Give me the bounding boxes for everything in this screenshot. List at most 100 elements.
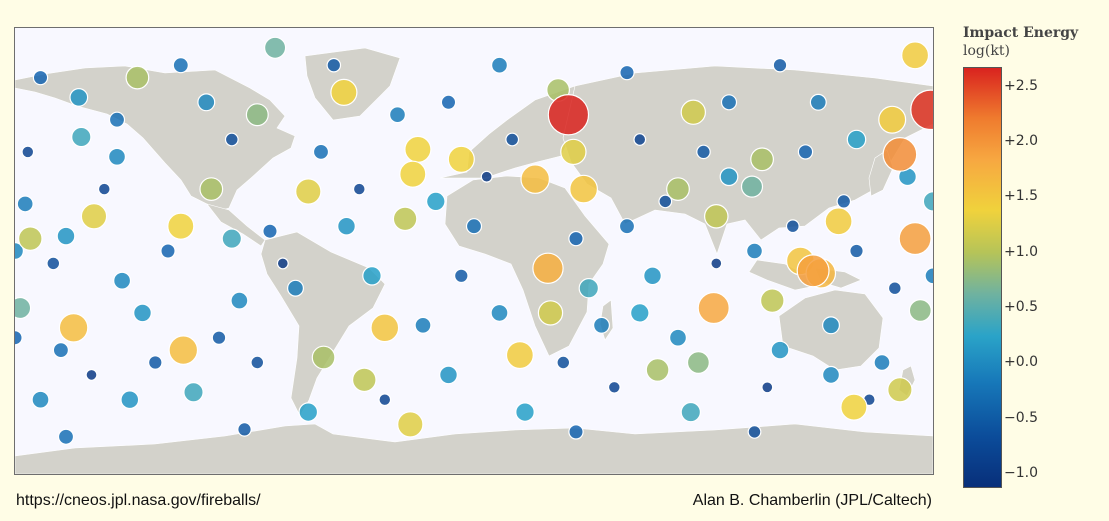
fireball-marker[interactable] [224, 132, 239, 147]
fireball-marker[interactable] [809, 93, 827, 111]
fireball-marker[interactable] [16, 195, 34, 213]
fireball-marker[interactable] [330, 78, 358, 107]
fireball-marker[interactable] [440, 94, 457, 111]
fireball-marker[interactable] [351, 367, 377, 393]
fireball-marker[interactable] [747, 425, 762, 439]
fireball-marker[interactable] [710, 257, 723, 270]
fireball-marker[interactable] [404, 135, 432, 164]
fireball-marker[interactable] [172, 57, 189, 74]
fireball-marker[interactable] [821, 365, 840, 384]
fireball-marker[interactable] [230, 291, 249, 310]
fireball-marker[interactable] [908, 299, 932, 323]
fireball-marker[interactable] [183, 382, 204, 403]
fireball-marker[interactable] [80, 203, 108, 230]
fireball-marker[interactable] [113, 271, 132, 290]
fireball-marker[interactable] [326, 57, 342, 73]
fireball-marker[interactable] [873, 354, 891, 372]
fireball-marker[interactable] [560, 138, 587, 166]
fireball-marker[interactable] [221, 228, 242, 249]
fireball-marker[interactable] [924, 267, 933, 285]
fireball-marker[interactable] [311, 345, 336, 370]
fireball-marker[interactable] [453, 268, 469, 284]
fireball-marker[interactable] [547, 93, 590, 136]
fireball-marker[interactable] [750, 147, 774, 172]
fireball-marker[interactable] [312, 143, 330, 161]
fireball-marker[interactable] [245, 103, 269, 127]
fireball-marker[interactable] [490, 303, 509, 322]
fireball-marker[interactable] [120, 390, 140, 410]
fireball-marker[interactable] [125, 65, 150, 90]
fireball-marker[interactable] [491, 56, 509, 74]
fireball-marker[interactable] [447, 145, 475, 173]
fireball-marker[interactable] [107, 147, 126, 166]
fireball-marker[interactable] [696, 144, 711, 160]
fireball-marker[interactable] [168, 335, 199, 365]
fireball-marker[interactable] [505, 341, 534, 370]
fireball-marker[interactable] [515, 402, 535, 422]
fireball-marker[interactable] [32, 69, 49, 86]
fireball-marker[interactable] [922, 191, 933, 212]
fireball-marker[interactable] [298, 402, 319, 422]
fireball-marker[interactable] [148, 355, 163, 370]
fireball-marker[interactable] [910, 89, 933, 131]
fireball-marker[interactable] [697, 291, 730, 325]
fireball-marker[interactable] [69, 88, 89, 107]
fireball-marker[interactable] [740, 175, 764, 198]
fireball-marker[interactable] [250, 355, 265, 370]
fireball-marker[interactable] [578, 278, 600, 299]
fireball-marker[interactable] [362, 266, 382, 286]
fireball-marker[interactable] [199, 177, 224, 202]
fireball-marker[interactable] [568, 230, 584, 247]
fireball-marker[interactable] [680, 401, 702, 423]
fireball-marker[interactable] [887, 377, 913, 403]
fireball-marker[interactable] [439, 365, 458, 385]
fireball-marker[interactable] [399, 160, 427, 188]
fireball-marker[interactable] [629, 303, 650, 323]
fireball-marker[interactable] [658, 194, 673, 209]
fireball-marker[interactable] [295, 178, 322, 205]
fireball-marker[interactable] [425, 191, 446, 212]
fireball-marker[interactable] [211, 330, 227, 345]
fireball-marker[interactable] [520, 164, 550, 194]
fireball-marker[interactable] [633, 133, 647, 146]
fireball-marker[interactable] [352, 182, 366, 196]
fireball-marker[interactable] [569, 174, 598, 204]
fireball-marker[interactable] [686, 351, 710, 375]
fireball-marker[interactable] [745, 242, 763, 260]
fireball-marker[interactable] [849, 243, 864, 259]
fireball-marker[interactable] [887, 281, 902, 296]
fireball-marker[interactable] [759, 288, 785, 313]
fireball-marker[interactable] [392, 206, 418, 232]
fireball-marker[interactable] [568, 424, 584, 440]
fireball-map[interactable] [14, 27, 934, 475]
fireball-marker[interactable] [836, 194, 852, 209]
fireball-marker[interactable] [160, 243, 176, 259]
fireball-marker[interactable] [592, 316, 610, 334]
fireball-marker[interactable] [197, 93, 216, 112]
fireball-marker[interactable] [643, 266, 662, 286]
fireball-marker[interactable] [901, 41, 930, 70]
fireball-marker[interactable] [389, 106, 407, 124]
fireball-marker[interactable] [414, 316, 432, 334]
fireball-marker[interactable] [85, 368, 98, 381]
fireball-marker[interactable] [645, 358, 670, 382]
fireball-marker[interactable] [720, 94, 738, 111]
fireball-marker[interactable] [264, 36, 287, 59]
source-link[interactable]: https://cneos.jpl.nasa.gov/fireballs/ [16, 492, 261, 509]
fireball-marker[interactable] [46, 256, 61, 271]
fireball-marker[interactable] [287, 279, 305, 297]
fireball-marker[interactable] [58, 312, 89, 343]
fireball-marker[interactable] [666, 177, 690, 202]
fireball-marker[interactable] [556, 355, 571, 370]
fireball-marker[interactable] [846, 129, 867, 150]
fireball-marker[interactable] [57, 428, 75, 445]
fireball-marker[interactable] [668, 328, 687, 347]
fireball-marker[interactable] [680, 99, 707, 125]
fireball-marker[interactable] [703, 204, 729, 229]
fireball-marker[interactable] [52, 342, 70, 359]
fireball-marker[interactable] [537, 300, 564, 326]
fireball-marker[interactable] [532, 252, 564, 284]
fireball-marker[interactable] [772, 57, 788, 73]
fireball-marker[interactable] [882, 137, 918, 172]
fireball-marker[interactable] [378, 393, 392, 407]
